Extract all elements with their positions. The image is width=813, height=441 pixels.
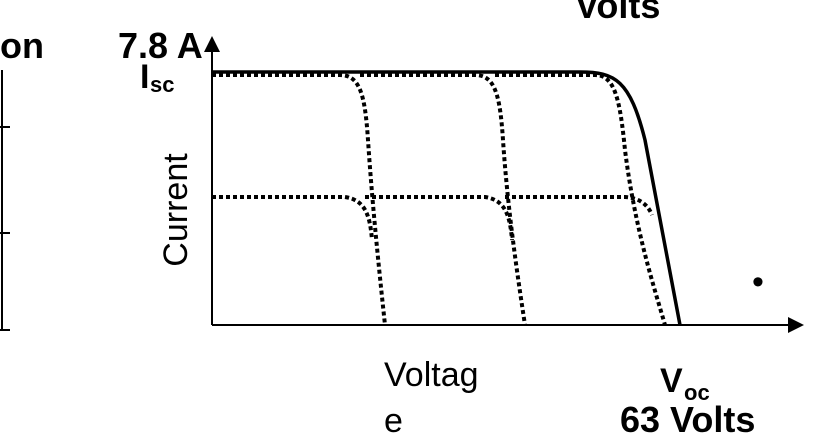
- y-axis-label: Current: [157, 153, 195, 267]
- top-fragment: Volts: [575, 0, 660, 26]
- axes: [204, 36, 804, 333]
- bullet: •: [752, 263, 764, 301]
- iv-curves: [212, 70, 682, 326]
- voc-subscript: oc: [684, 380, 710, 405]
- isc-subscript: sc: [150, 72, 174, 97]
- left-fragment-graphic: [0, 70, 10, 331]
- voc-label: V: [660, 362, 683, 400]
- left-fragment: tion: [0, 25, 44, 66]
- x-axis-label: e: [384, 402, 403, 440]
- isc-value: 7.8 A: [118, 25, 203, 66]
- x-axis-label: Voltag: [384, 356, 479, 394]
- voc-value: 63 Volts: [620, 399, 755, 440]
- isc-label: I: [140, 58, 149, 96]
